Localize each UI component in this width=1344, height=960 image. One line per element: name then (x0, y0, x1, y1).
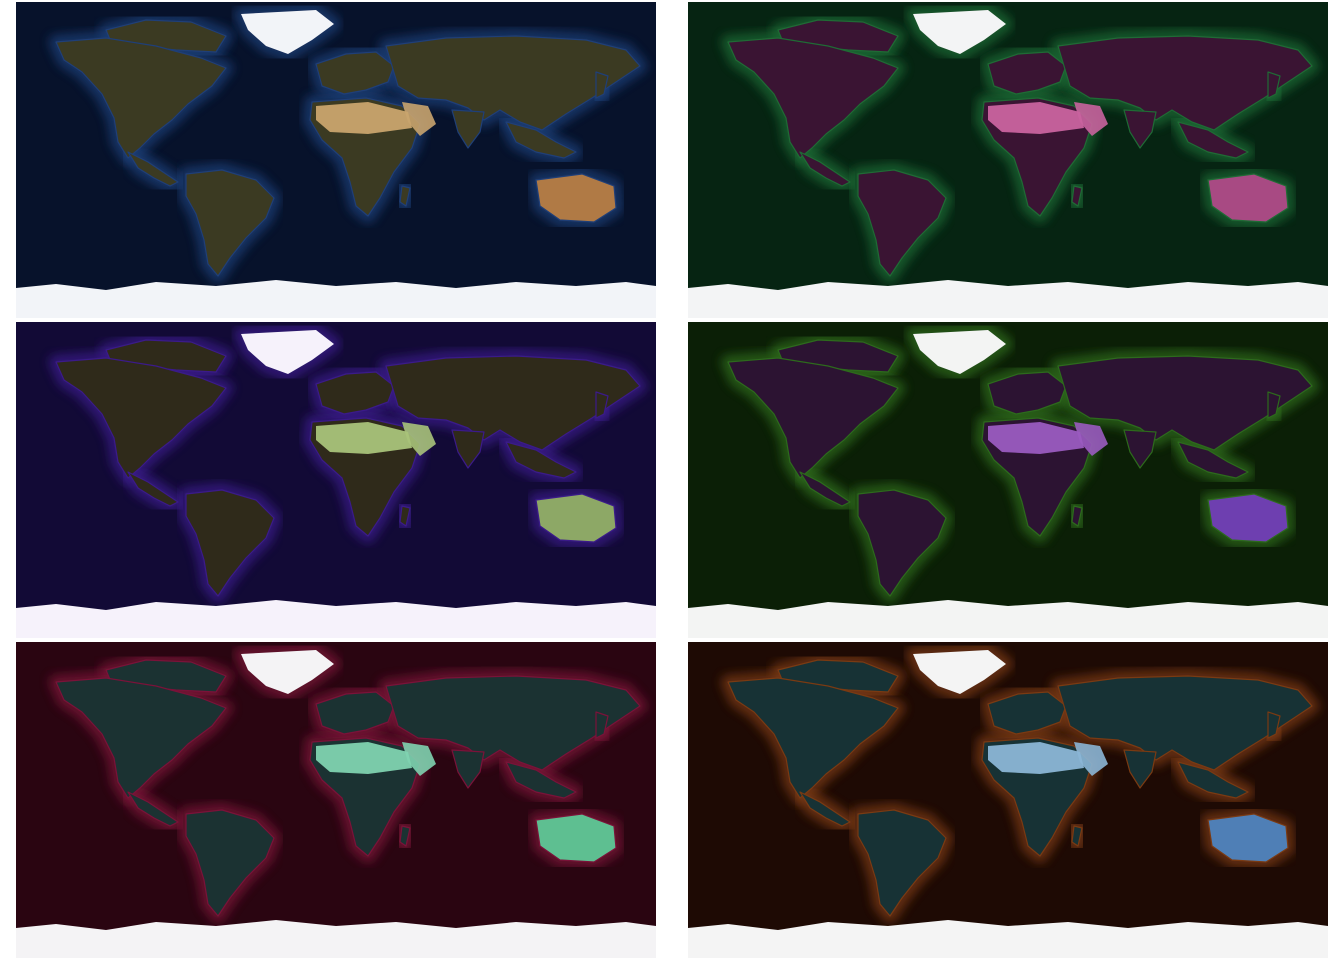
land-japan (1267, 71, 1281, 99)
land-europe (987, 51, 1067, 95)
land-seAsia (1177, 121, 1249, 159)
map-panel-4 (688, 322, 1328, 638)
desert-arabia (1074, 102, 1108, 136)
land-japan (1267, 391, 1281, 419)
ice-antarctica (16, 920, 656, 958)
land-northAmerica (727, 677, 899, 799)
ice-greenland (241, 650, 334, 694)
land-northAmerica (727, 37, 899, 159)
land-asia (385, 675, 641, 771)
land-madagascar (1071, 185, 1083, 207)
land-india (451, 429, 485, 469)
map-panel-6 (688, 642, 1328, 958)
land-india (1123, 109, 1157, 149)
land-asia (1057, 675, 1313, 771)
desert-arabia (402, 742, 436, 776)
land-southAmerica (857, 169, 947, 277)
land-northAmerica (55, 677, 227, 799)
land-india (1123, 429, 1157, 469)
land-centralAmerica (127, 471, 179, 507)
land-japan (1267, 711, 1281, 739)
land-europe (315, 51, 395, 95)
ice-antarctica (16, 280, 656, 318)
ice-antarctica (688, 600, 1328, 638)
land-centralAmerica (127, 151, 179, 187)
land-centralAmerica (799, 471, 851, 507)
land-madagascar (399, 505, 411, 527)
desert-sahara (316, 742, 412, 774)
green-violet-map (688, 322, 1328, 638)
land-japan (595, 711, 609, 739)
land-australia (1207, 173, 1289, 223)
desert-arabia (1074, 422, 1108, 456)
ice-antarctica (688, 920, 1328, 958)
land-europe (315, 691, 395, 735)
land-centralAmerica (799, 791, 851, 827)
map-panel-5 (16, 642, 656, 958)
land-india (451, 749, 485, 789)
land-australia (535, 493, 617, 543)
land-seAsia (505, 761, 577, 799)
land-southAmerica (185, 809, 275, 917)
ice-greenland (241, 330, 334, 374)
land-australia (1207, 813, 1289, 863)
land-india (451, 109, 485, 149)
land-southAmerica (857, 489, 947, 597)
desert-arabia (402, 422, 436, 456)
ice-greenland (913, 10, 1006, 54)
natural-color-map (16, 2, 656, 318)
land-northAmerica (55, 357, 227, 479)
desert-sahara (988, 742, 1084, 774)
brown-blue-map (688, 642, 1328, 958)
land-seAsia (505, 121, 577, 159)
land-australia (535, 813, 617, 863)
map-panel-2 (688, 2, 1328, 318)
land-asia (385, 355, 641, 451)
desert-sahara (988, 102, 1084, 134)
land-northAmerica (55, 37, 227, 159)
land-asia (1057, 35, 1313, 131)
desert-arabia (1074, 742, 1108, 776)
land-australia (535, 173, 617, 223)
land-southAmerica (185, 169, 275, 277)
land-japan (595, 71, 609, 99)
land-asia (1057, 355, 1313, 451)
land-europe (987, 371, 1067, 415)
land-madagascar (399, 825, 411, 847)
ice-greenland (913, 330, 1006, 374)
land-centralAmerica (127, 791, 179, 827)
land-europe (315, 371, 395, 415)
land-europe (987, 691, 1067, 735)
ice-antarctica (16, 600, 656, 638)
land-seAsia (1177, 441, 1249, 479)
ice-greenland (241, 10, 334, 54)
map-panel-1 (16, 2, 656, 318)
land-seAsia (1177, 761, 1249, 799)
land-madagascar (1071, 825, 1083, 847)
purple-green-map (16, 322, 656, 638)
crimson-teal-map (16, 642, 656, 958)
ice-antarctica (688, 280, 1328, 318)
map-panel-3 (16, 322, 656, 638)
land-japan (595, 391, 609, 419)
desert-arabia (402, 102, 436, 136)
land-madagascar (1071, 505, 1083, 527)
green-magenta-map (688, 2, 1328, 318)
desert-sahara (988, 422, 1084, 454)
ice-greenland (913, 650, 1006, 694)
land-southAmerica (857, 809, 947, 917)
desert-sahara (316, 102, 412, 134)
land-madagascar (399, 185, 411, 207)
land-seAsia (505, 441, 577, 479)
land-australia (1207, 493, 1289, 543)
land-centralAmerica (799, 151, 851, 187)
land-india (1123, 749, 1157, 789)
land-southAmerica (185, 489, 275, 597)
desert-sahara (316, 422, 412, 454)
land-asia (385, 35, 641, 131)
land-northAmerica (727, 357, 899, 479)
